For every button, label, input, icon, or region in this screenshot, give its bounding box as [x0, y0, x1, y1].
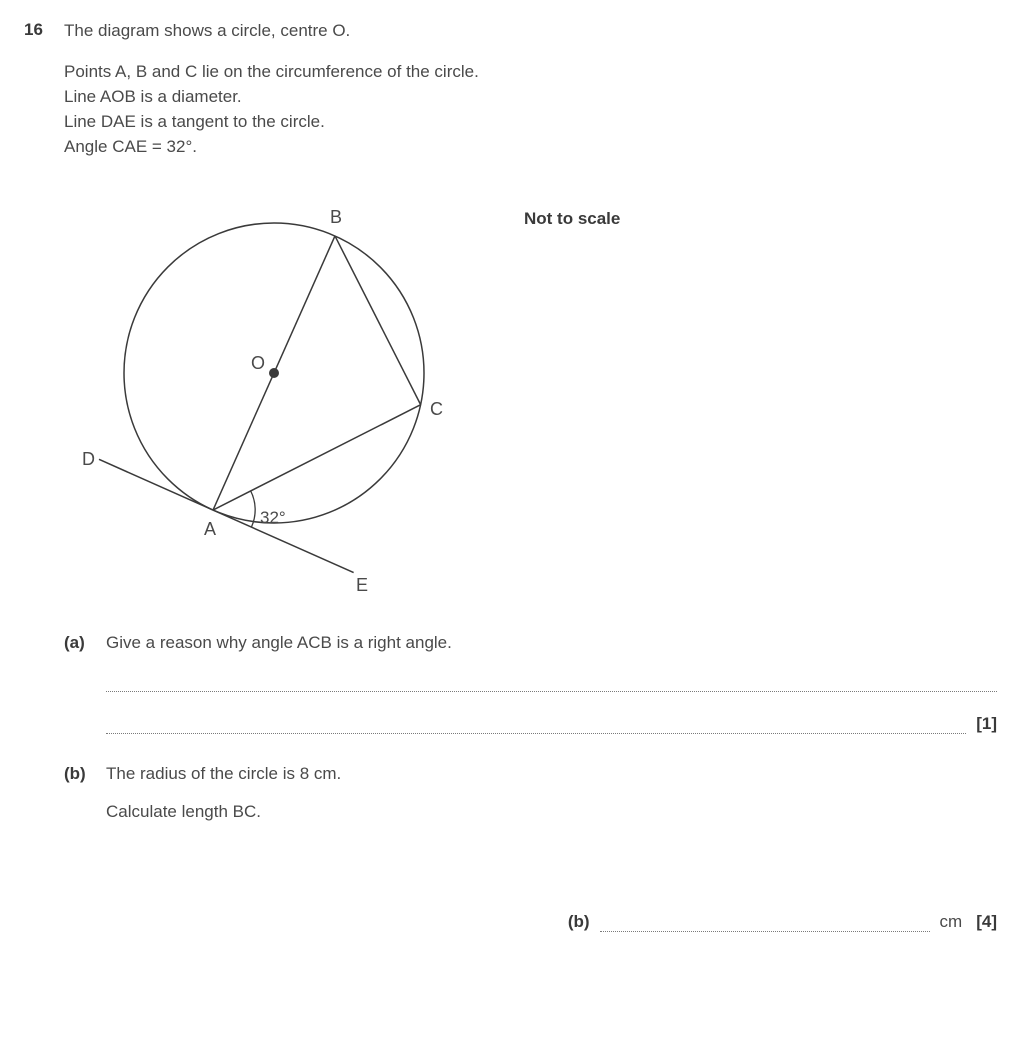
- label-o: O: [251, 353, 265, 373]
- label-c: C: [430, 399, 443, 419]
- label-e: E: [356, 575, 368, 595]
- part-b-answer-label: (b): [568, 912, 590, 932]
- not-to-scale-note: Not to scale: [524, 209, 620, 229]
- label-b: B: [330, 207, 342, 227]
- part-a-marks: [1]: [972, 714, 997, 734]
- part-a: (a) Give a reason why angle ACB is a rig…: [64, 633, 997, 734]
- stem-line: Points A, B and C lie on the circumferen…: [64, 61, 997, 84]
- question-stem: The diagram shows a circle, centre O. Po…: [64, 20, 997, 159]
- answer-line: [106, 675, 997, 692]
- centre-dot: [269, 368, 279, 378]
- label-d: D: [82, 449, 95, 469]
- part-b-label: (b): [64, 764, 92, 932]
- stem-line: Line AOB is a diameter.: [64, 86, 997, 109]
- circle-diagram: A B C D E O 32°: [64, 183, 484, 603]
- line-bc: [335, 236, 421, 405]
- part-a-text: Give a reason why angle ACB is a right a…: [106, 633, 997, 653]
- stem-first-line: The diagram shows a circle, centre O.: [64, 20, 997, 43]
- question-number: 16: [24, 20, 50, 932]
- line-ac: [213, 404, 421, 509]
- answer-line: [106, 717, 966, 734]
- label-a: A: [204, 519, 216, 539]
- label-angle: 32°: [260, 508, 286, 527]
- part-b-unit: cm: [940, 912, 963, 932]
- answer-line: [600, 915, 930, 932]
- part-b-line2: Calculate length BC.: [106, 802, 997, 822]
- part-b-marks: [4]: [972, 912, 997, 932]
- line-da: [99, 459, 213, 510]
- stem-line: Angle CAE = 32°.: [64, 136, 997, 159]
- part-a-label: (a): [64, 633, 92, 734]
- part-b-line1: The radius of the circle is 8 cm.: [106, 764, 997, 784]
- stem-line: Line DAE is a tangent to the circle.: [64, 111, 997, 134]
- part-b: (b) The radius of the circle is 8 cm. Ca…: [64, 764, 997, 932]
